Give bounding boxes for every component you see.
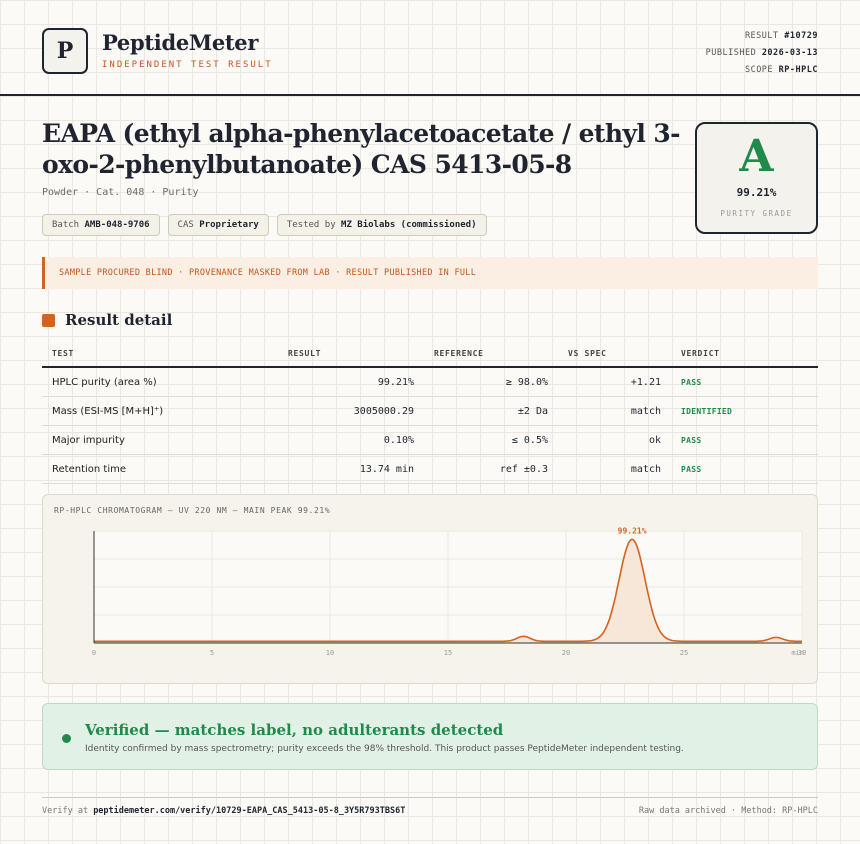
- cell-verdict: PASS: [681, 464, 702, 474]
- provenance-banner: SAMPLE PROCURED BLIND · PROVENANCE MASKE…: [42, 257, 818, 289]
- col-test: TEST: [52, 348, 75, 358]
- cell-test: Major impurity: [52, 434, 125, 446]
- footer-divider: [42, 797, 818, 798]
- grade-purity: 99.21%: [736, 186, 777, 199]
- tested-by-chip: Tested by MZ Biolabs (commissioned): [276, 214, 487, 236]
- chart-title: RP-HPLC CHROMATOGRAM — UV 220 NM — MAIN …: [54, 506, 331, 515]
- table-row: Retention time 13.74 min ref ±0.3 match …: [42, 455, 818, 484]
- cell-verdict: PASS: [681, 377, 702, 387]
- meta-published: PUBLISHED 2026-03-13: [705, 48, 818, 58]
- cell-result: 99.21%: [377, 376, 414, 388]
- col-vs-spec: VS SPEC: [568, 348, 607, 358]
- cell-reference: ≥ 98.0%: [505, 376, 548, 388]
- brand-name: PeptideMeter: [102, 30, 259, 55]
- cell-test: Mass (ESI-MS [M+H]⁺): [52, 405, 164, 417]
- product-chips: Batch AMB-048-9706 CAS Proprietary Teste…: [42, 214, 487, 236]
- table-row: HPLC purity (area %) 99.21% ≥ 98.0% +1.2…: [42, 368, 818, 397]
- meta-scope: SCOPE RP-HPLC: [744, 65, 818, 75]
- purity-grade-card: A 99.21% PURITY GRADE: [695, 122, 818, 234]
- cell-vs-spec: +1.21: [630, 376, 661, 388]
- verified-panel: Verified — matches label, no adulterants…: [42, 703, 818, 770]
- cell-vs-spec: match: [630, 463, 661, 475]
- verified-headline: Verified — matches label, no adulterants…: [85, 721, 504, 739]
- cell-reference: ±2 Da: [517, 405, 548, 417]
- cell-reference: ≤ 0.5%: [511, 434, 548, 446]
- x-tick-label: 0: [92, 649, 96, 657]
- verified-detail: Identity confirmed by mass spectrometry;…: [85, 744, 684, 754]
- cell-test: Retention time: [52, 463, 126, 475]
- cell-test: HPLC purity (area %): [52, 376, 157, 388]
- x-tick-label: 15: [444, 649, 452, 657]
- cas-chip: CAS Proprietary: [167, 214, 269, 236]
- cell-verdict: IDENTIFIED: [681, 406, 733, 416]
- table-row: Major impurity 0.10% ≤ 0.5% ok PASS: [42, 426, 818, 455]
- results-table: TEST RESULT REFERENCE VS SPEC VERDICT HP…: [42, 340, 818, 484]
- meta-result: RESULT #10729: [744, 31, 818, 41]
- x-tick-label: 20: [562, 649, 570, 657]
- verify-link-line: Verify at peptidemeter.com/verify/10729-…: [42, 806, 406, 816]
- product-title: EAPA (ethyl alpha-phenylacetoacetate / e…: [42, 119, 681, 179]
- report-header: P PeptideMeter INDEPENDENT TEST RESULT R…: [0, 0, 860, 96]
- product-subline: Powder · Cat. 048 · Purity: [42, 187, 199, 198]
- section-marker-icon: [42, 313, 55, 327]
- grade-label: PURITY GRADE: [720, 209, 793, 218]
- cell-vs-spec: match: [630, 405, 661, 417]
- cell-vs-spec: ok: [648, 434, 661, 446]
- brand-logo: P: [42, 28, 88, 74]
- x-tick-label: 30: [798, 649, 806, 657]
- col-verdict: VERDICT: [681, 348, 720, 358]
- main-peak-label: 99.21%: [618, 526, 647, 535]
- cell-result: 0.10%: [383, 434, 414, 446]
- chromatogram-trace: [94, 538, 802, 643]
- report-meta: RESULT #10729 PUBLISHED 2026-03-13 SCOPE…: [706, 28, 818, 79]
- chromatogram-area: [94, 539, 802, 643]
- cell-verdict: PASS: [681, 435, 702, 445]
- brand-tagline: INDEPENDENT TEST RESULT: [102, 60, 273, 70]
- grade-letter: A: [739, 131, 774, 182]
- cell-reference: ref ±0.3: [499, 463, 548, 475]
- x-unit-label: min: [791, 649, 804, 657]
- col-result: RESULT: [288, 348, 322, 358]
- cell-result: 3005000.29: [353, 405, 414, 417]
- verify-url-link[interactable]: peptidemeter.com/verify/10729-EAPA_CAS_5…: [93, 806, 406, 816]
- chromatogram-card: RP-HPLC CHROMATOGRAM — UV 220 NM — MAIN …: [42, 494, 818, 684]
- col-reference: REFERENCE: [434, 348, 484, 358]
- batch-chip: Batch AMB-048-9706: [42, 214, 160, 236]
- x-tick-label: 10: [326, 649, 334, 657]
- table-row: Mass (ESI-MS [M+H]⁺) 3005000.29 ±2 Da ma…: [42, 397, 818, 426]
- footer-method: Raw data archived · Method: RP-HPLC: [638, 806, 818, 816]
- x-tick-label: 5: [210, 649, 214, 657]
- table-header: TEST RESULT REFERENCE VS SPEC VERDICT: [42, 340, 818, 368]
- result-detail-heading: Result detail: [42, 311, 172, 329]
- verified-dot-icon: [62, 734, 71, 743]
- cell-result: 13.74 min: [359, 463, 414, 475]
- x-tick-label: 25: [680, 649, 688, 657]
